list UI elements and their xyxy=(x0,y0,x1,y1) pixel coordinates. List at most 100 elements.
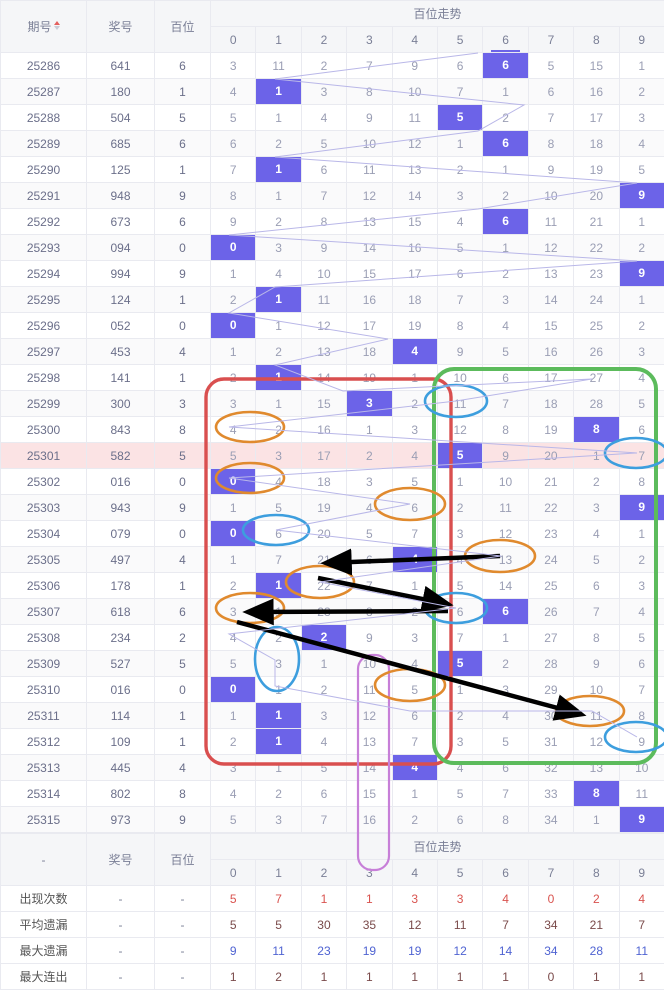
cell-num: 300 xyxy=(87,391,155,417)
digit-col-header-1[interactable]: 1 xyxy=(256,860,301,886)
miss-count-cell: 33 xyxy=(528,781,573,807)
miss-count-cell: 6 xyxy=(483,365,528,391)
digit-col-header-0[interactable]: 0 xyxy=(211,860,256,886)
stats-value-cell: 11 xyxy=(437,912,482,938)
col-header-position[interactable]: 百位 xyxy=(155,1,211,53)
digit-col-header-7[interactable]: 7 xyxy=(528,860,573,886)
hit-ball-cell: 0 xyxy=(211,521,256,547)
miss-count-cell: 15 xyxy=(347,261,392,287)
digit-col-header-3[interactable]: 3 xyxy=(347,860,392,886)
cell-issue: 25298 xyxy=(1,365,87,391)
digit-col-header-4[interactable]: 4 xyxy=(392,860,437,886)
miss-count-cell: 10 xyxy=(392,79,437,105)
sort-arrows-icon[interactable] xyxy=(54,21,60,30)
miss-count-cell: 19 xyxy=(347,365,392,391)
cell-issue: 25301 xyxy=(1,443,87,469)
digit-col-header-7[interactable]: 7 xyxy=(528,27,573,53)
digit-col-header-5[interactable]: 5 xyxy=(437,860,482,886)
cell-issue: 25308 xyxy=(1,625,87,651)
digit-col-header-4[interactable]: 4 xyxy=(392,27,437,53)
col-header-number[interactable]: 奖号 xyxy=(87,1,155,53)
cell-num: 843 xyxy=(87,417,155,443)
digit-col-header-0[interactable]: 0 xyxy=(211,27,256,53)
miss-count-cell: 10 xyxy=(347,131,392,157)
digit-col-header-8[interactable]: 8 xyxy=(574,27,619,53)
stats-value-cell: 7 xyxy=(483,912,528,938)
hit-ball: 9 xyxy=(620,183,664,208)
stats-value-cell: 28 xyxy=(574,938,619,964)
digit-col-header-1[interactable]: 1 xyxy=(256,27,301,53)
miss-count-cell: 30 xyxy=(528,703,573,729)
stats-header-position: 百位 xyxy=(155,834,211,886)
miss-count-cell: 7 xyxy=(437,287,482,313)
miss-count-cell: 9 xyxy=(392,53,437,79)
miss-count-cell: 14 xyxy=(392,183,437,209)
miss-count-cell: 32 xyxy=(528,755,573,781)
miss-count-cell: 17 xyxy=(392,261,437,287)
hit-ball: 1 xyxy=(256,79,300,104)
digit-col-header-9[interactable]: 9 xyxy=(619,27,664,53)
digit-col-header-8[interactable]: 8 xyxy=(574,860,619,886)
stats-dash-cell: - xyxy=(87,964,155,990)
hit-ball-cell: 1 xyxy=(256,287,301,313)
stats-value-cell: 1 xyxy=(574,964,619,990)
digit-col-header-5[interactable]: 5 xyxy=(437,27,482,53)
digit-col-header-2[interactable]: 2 xyxy=(301,27,346,53)
miss-count-cell: 5 xyxy=(256,495,301,521)
stats-value-cell: 0 xyxy=(528,886,573,912)
digit-col-header-6[interactable]: 6 xyxy=(483,27,528,53)
digit-col-header-3[interactable]: 3 xyxy=(347,27,392,53)
miss-count-cell: 12 xyxy=(528,235,573,261)
digit-col-header-6[interactable]: 6 xyxy=(483,860,528,886)
digit-col-header-9[interactable]: 9 xyxy=(619,860,664,886)
miss-count-cell: 4 xyxy=(256,469,301,495)
miss-count-cell: 1 xyxy=(211,261,256,287)
miss-count-cell: 3 xyxy=(619,573,664,599)
miss-count-cell: 18 xyxy=(574,131,619,157)
digit-col-header-2[interactable]: 2 xyxy=(301,860,346,886)
miss-count-cell: 3 xyxy=(211,599,256,625)
col-header-issue[interactable]: 期号 xyxy=(1,1,87,53)
miss-count-cell: 5 xyxy=(619,391,664,417)
miss-count-cell: 3 xyxy=(437,521,482,547)
miss-count-cell: 4 xyxy=(437,209,482,235)
miss-count-cell: 6 xyxy=(619,417,664,443)
miss-count-cell: 27 xyxy=(574,365,619,391)
miss-count-cell: 6 xyxy=(528,79,573,105)
